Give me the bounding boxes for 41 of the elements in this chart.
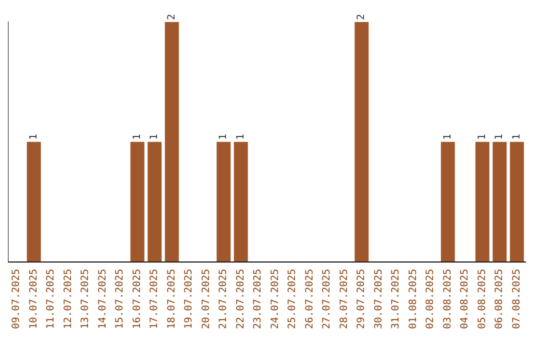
data-label: 1	[149, 134, 160, 140]
x-tick-label: 10.07.2025	[28, 268, 40, 330]
x-tick-label: 16.07.2025	[132, 268, 143, 330]
x-tick-label: 25.07.2025	[287, 268, 298, 330]
x-tick-label: 18.07.2025	[166, 268, 178, 330]
x-tick-label: 24.07.2025	[270, 268, 281, 330]
x-tick-label: 07.08.2025	[511, 268, 522, 330]
x-tick-label: 11.07.2025	[46, 268, 57, 330]
x-tick-label: 01.08.2025	[408, 268, 419, 330]
x-tick-label: 15.07.2025	[114, 268, 126, 330]
x-tick-label: 17.07.2025	[149, 268, 160, 330]
data-label: 1	[511, 134, 522, 140]
x-tick-label: 12.07.2025	[62, 268, 74, 330]
data-label: 1	[442, 134, 454, 140]
x-tick-label: 02.08.2025	[425, 268, 436, 330]
x-tick-label: 05.08.2025	[476, 268, 488, 330]
x-tick-label: 31.07.2025	[390, 268, 402, 330]
x-tick-label: 28.07.2025	[338, 268, 350, 330]
data-label: 1	[494, 134, 506, 140]
x-tick-label: 23.07.2025	[252, 268, 264, 330]
data-label: 1	[218, 134, 230, 140]
data-label: 1	[28, 134, 40, 140]
x-tick-label: 26.07.2025	[304, 268, 316, 330]
data-label: 2	[356, 14, 368, 20]
x-tick-label: 13.07.2025	[80, 268, 92, 330]
data-label: 1	[235, 134, 246, 140]
data-label: 2	[166, 14, 178, 20]
x-tick-label: 21.07.2025	[218, 268, 230, 330]
x-tick-label: 04.08.2025	[460, 268, 471, 330]
x-tick-label: 03.08.2025	[442, 268, 454, 330]
data-label: 1	[132, 134, 143, 140]
x-tick-label: 06.08.2025	[494, 268, 506, 330]
x-tick-label: 22.07.2025	[235, 268, 246, 330]
x-tick-label: 30.07.2025	[373, 268, 384, 330]
x-tick-label: 19.07.2025	[184, 268, 195, 330]
x-tick-label: 27.07.2025	[322, 268, 333, 330]
x-tick-label: 14.07.2025	[97, 268, 108, 330]
data-label: 1	[476, 134, 488, 140]
x-tick-label: 09.07.2025	[11, 268, 22, 330]
x-tick-label: 20.07.2025	[200, 268, 212, 330]
x-tick-label: 29.07.2025	[356, 268, 368, 330]
